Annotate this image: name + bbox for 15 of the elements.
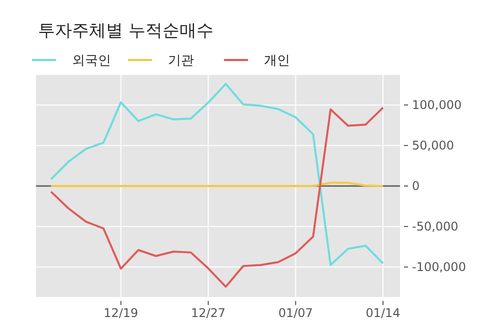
y-tick-label: -100,000 bbox=[412, 260, 466, 274]
y-tick-label: 100,000 bbox=[412, 98, 462, 112]
legend-label: 외국인 bbox=[72, 54, 111, 69]
y-tick-label: 50,000 bbox=[412, 138, 454, 153]
x-tick-label: 01/14 bbox=[366, 306, 400, 320]
x-tick-label: 01/07 bbox=[278, 306, 313, 320]
x-tick-label: 12/19 bbox=[104, 306, 138, 320]
y-tick-label: -50,000 bbox=[412, 220, 458, 234]
legend-label: 개인 bbox=[264, 54, 290, 69]
legend-label: 기관 bbox=[168, 54, 194, 69]
y-tick-label: 0 bbox=[412, 179, 420, 194]
x-tick-label: 12/27 bbox=[190, 306, 226, 320]
line-series bbox=[50, 106, 384, 288]
line-series bbox=[50, 82, 384, 266]
chart-title: 투자주체별 누적순매수 bbox=[38, 21, 214, 41]
